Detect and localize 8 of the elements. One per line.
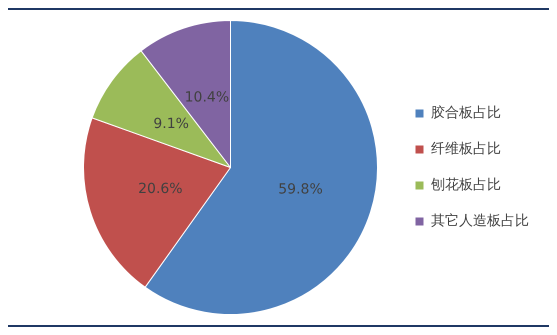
- data-label: 59.8%: [278, 182, 323, 198]
- legend-label: 纤维板占比: [431, 141, 501, 158]
- legend-label: 刨花板占比: [430, 177, 501, 194]
- data-label: 10.4%: [184, 90, 230, 106]
- data-label: 20.6%: [138, 181, 183, 198]
- legend-label: 胶合板占比: [431, 105, 501, 122]
- legend-label: 其它人造板占比: [431, 213, 529, 230]
- data-label: 9.1%: [153, 116, 189, 132]
